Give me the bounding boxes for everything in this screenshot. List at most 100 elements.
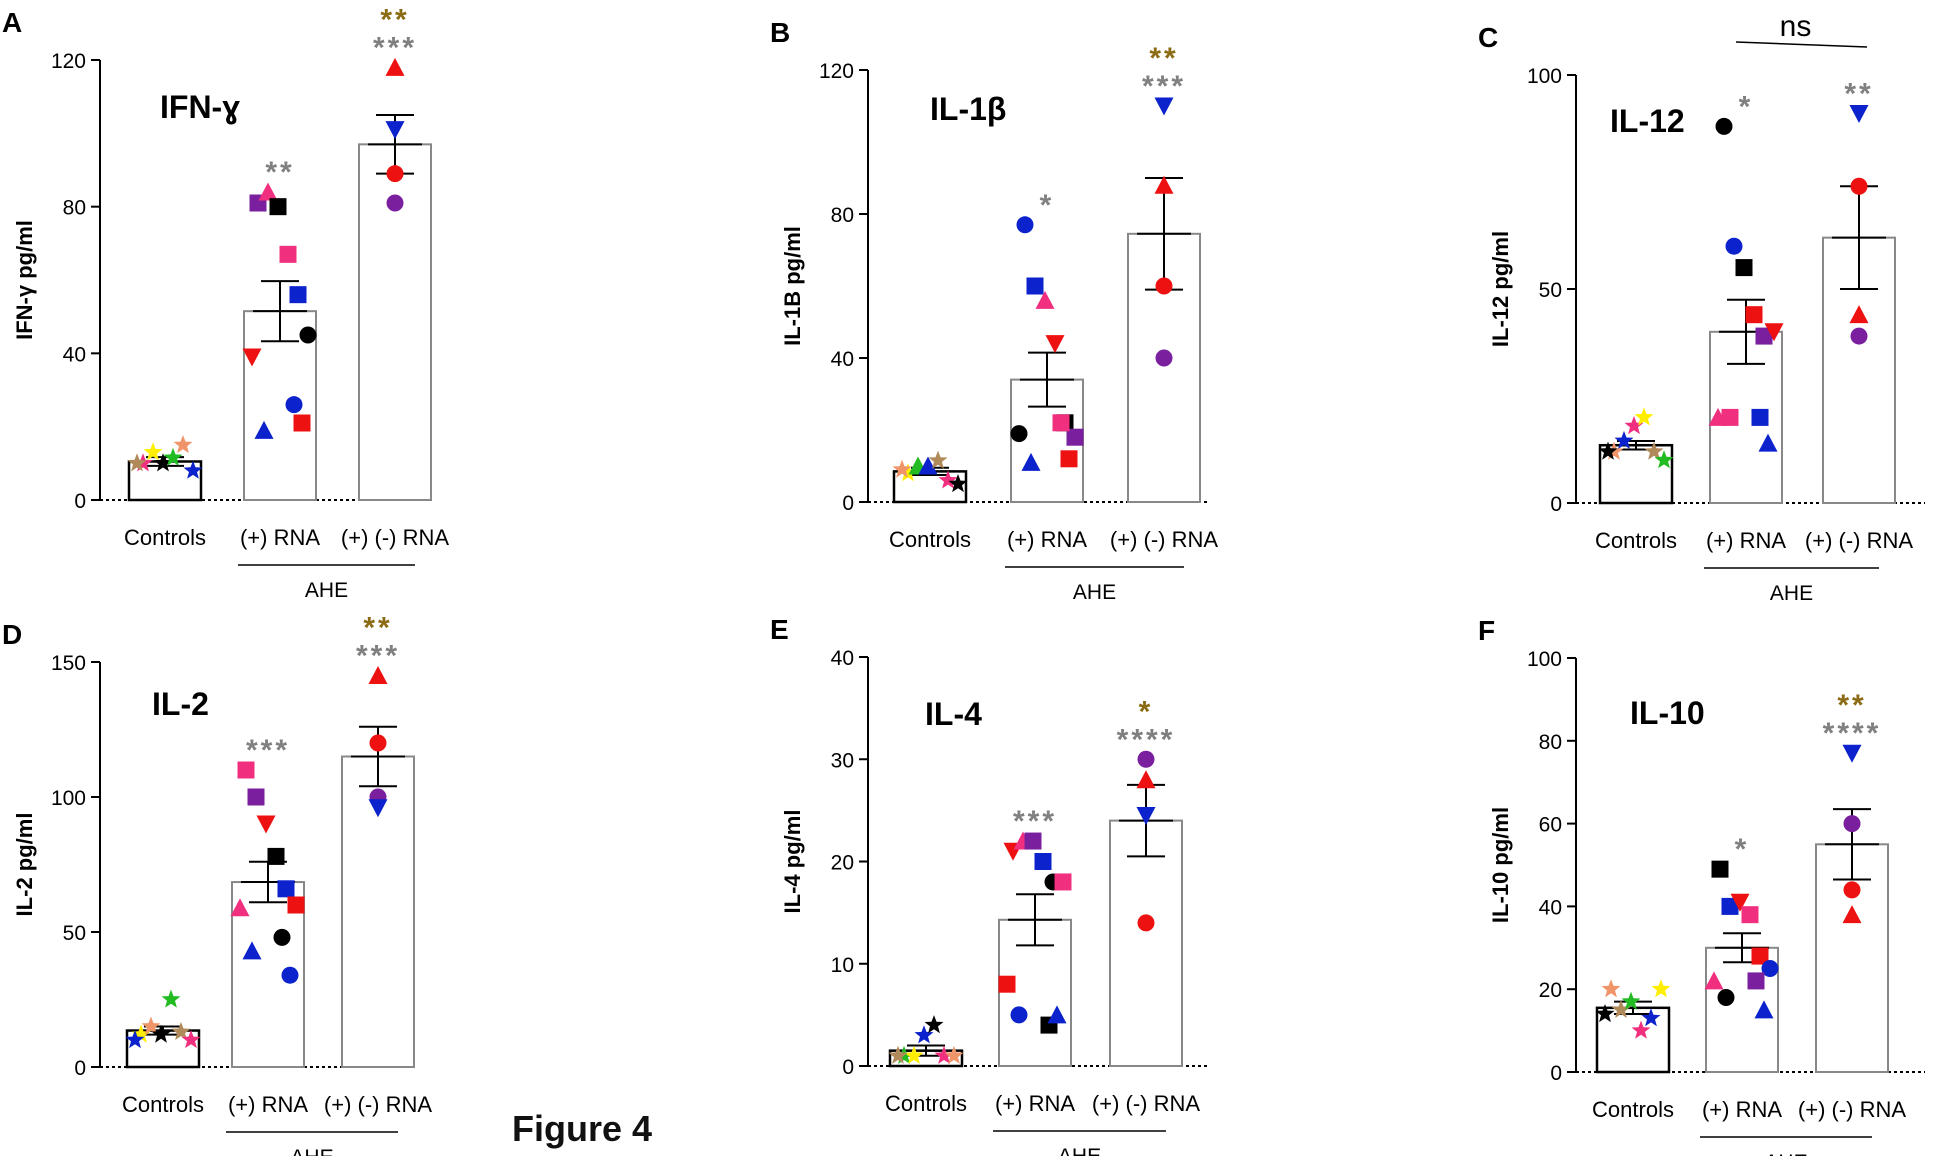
data-point [1758, 433, 1778, 452]
data-point [127, 453, 147, 472]
significance-gold: ** [380, 3, 409, 36]
data-point [1155, 349, 1173, 367]
y-tick-label: 80 [1539, 731, 1562, 754]
data-point [1751, 408, 1769, 426]
data-point [1715, 117, 1733, 135]
panel-a: A 0 40 80 120 IFN-γ pg/ml IFN-ɣ Controls (+) RNA… [2, 3, 449, 602]
x-tick-label: Controls [124, 525, 206, 550]
data-point [1024, 832, 1042, 850]
data-point [998, 975, 1016, 993]
data-point [1060, 450, 1078, 468]
data-point [285, 396, 303, 414]
data-point [368, 799, 388, 818]
data-point [898, 463, 918, 482]
chart-title: IFN-ɣ [160, 89, 240, 125]
y-tick-label: 40 [63, 343, 86, 366]
x-tick-label: (+) RNA [240, 525, 320, 550]
data-point [1054, 873, 1072, 891]
significance-grey: ** [265, 156, 294, 189]
data-point [1621, 991, 1641, 1010]
data-point [1711, 860, 1729, 878]
data-point [242, 941, 262, 960]
group-label: AHE [1770, 582, 1813, 605]
x-tick-label: Controls [1595, 528, 1677, 553]
data-point [1641, 1008, 1661, 1027]
data-point [1850, 327, 1868, 345]
significance-grey: *** [1013, 805, 1057, 838]
significance-grey: *** [1142, 70, 1186, 103]
y-tick-label: 100 [1527, 65, 1562, 88]
data-point [1047, 1005, 1067, 1024]
y-axis-label: IL-2 pg/ml [12, 813, 37, 917]
data-point [892, 459, 912, 478]
data-point [904, 1045, 924, 1064]
data-point [1849, 105, 1869, 124]
significance-grey: *** [356, 640, 400, 673]
data-point [918, 456, 938, 475]
y-tick-label: 20 [1539, 979, 1562, 1002]
x-tick-label: (+) (-) RNA [324, 1092, 432, 1117]
data-point [1842, 905, 1862, 924]
y-tick-label: 150 [51, 652, 86, 675]
x-tick-label: (+) RNA [228, 1092, 308, 1117]
data-point [281, 966, 299, 984]
data-point [131, 1024, 151, 1043]
y-tick-label: 0 [842, 1056, 854, 1079]
data-point [289, 286, 307, 304]
y-tick-label: 0 [74, 1057, 86, 1080]
data-point [369, 734, 387, 752]
data-point [1745, 306, 1763, 324]
data-point [1137, 750, 1155, 768]
y-tick-label: 30 [831, 749, 854, 772]
data-point [183, 460, 203, 479]
chart-title: IL-1β [930, 91, 1006, 127]
data-point [1045, 335, 1065, 354]
x-tick-label: (+) (-) RNA [1110, 527, 1218, 552]
data-point [173, 435, 193, 454]
ns-bracket [1735, 41, 1868, 48]
data-point [1601, 979, 1621, 998]
data-point [1651, 979, 1671, 998]
y-tick-label: 50 [1539, 279, 1562, 302]
y-tick-label: 80 [831, 204, 854, 227]
data-point [1721, 408, 1739, 426]
y-tick-label: 120 [819, 60, 854, 83]
data-point [1634, 407, 1654, 426]
data-point [1155, 277, 1173, 295]
y-tick-label: 40 [831, 348, 854, 371]
y-tick-label: 120 [51, 50, 86, 73]
y-tick-label: 0 [74, 490, 86, 513]
data-point [1747, 972, 1765, 990]
y-tick-label: 40 [831, 647, 854, 670]
x-tick-label: Controls [885, 1091, 967, 1116]
data-point [924, 1015, 944, 1034]
data-point [125, 1030, 145, 1049]
group-label: AHE [1764, 1151, 1807, 1156]
panel-letter: B [770, 17, 790, 48]
y-axis-label: IFN-γ pg/ml [12, 220, 37, 340]
data-point [143, 442, 163, 461]
data-point [269, 198, 287, 216]
data-point [277, 880, 295, 898]
data-point [254, 420, 274, 439]
data-point [1843, 881, 1861, 899]
y-tick-label: 20 [831, 852, 854, 875]
y-tick-label: 100 [1527, 648, 1562, 671]
y-axis-label: IL-10 pg/ml [1488, 807, 1513, 923]
x-tick-label: (+) (-) RNA [341, 525, 449, 550]
y-tick-label: 40 [1539, 896, 1562, 919]
data-point [1850, 177, 1868, 195]
group-label: AHE [1058, 1145, 1101, 1156]
data-point [1761, 960, 1779, 977]
data-point [1021, 452, 1041, 471]
significance-grey: * [1739, 90, 1754, 123]
data-point [934, 1045, 954, 1064]
y-tick-label: 50 [63, 922, 86, 945]
x-tick-label: (+) RNA [1706, 528, 1786, 553]
x-tick-label: Controls [1592, 1097, 1674, 1122]
data-point [1614, 430, 1634, 449]
panel-d: D 0 50 100 150 IL-2 pg/ml IL-2 Controls (+) RNA *… [2, 612, 432, 1156]
data-point [1725, 237, 1743, 255]
panel-b: B 0 40 80 120 IL-1B pg/ml IL-1β Controls (+) RNA… [770, 17, 1218, 604]
data-point [1717, 988, 1735, 1006]
